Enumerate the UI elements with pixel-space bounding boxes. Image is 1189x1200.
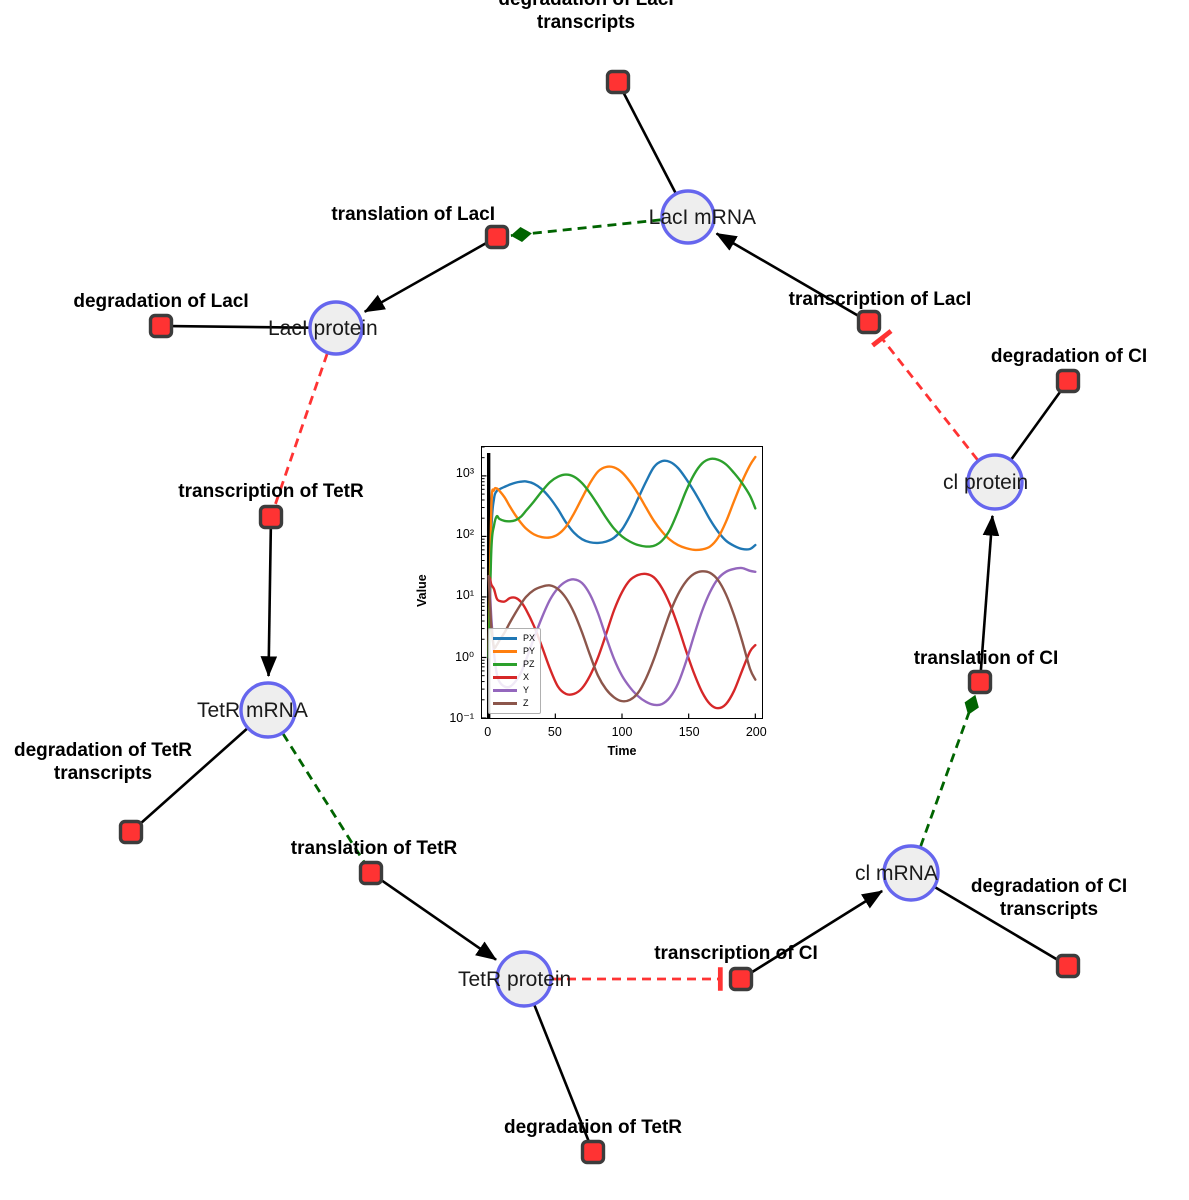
chart-tick-marks <box>482 447 756 718</box>
chart-y-tick-label: 10² <box>455 527 474 542</box>
species-label-cl_mrna: cl mRNA <box>855 862 938 885</box>
reaction-node-transl_laci[interactable] <box>484 224 510 250</box>
chart-plot-area: PX PY PZ X Y Z <box>481 446 763 719</box>
reaction-label-deg_cl: degradation of CI <box>991 346 1147 367</box>
species-node-cl_prot[interactable] <box>966 453 1024 511</box>
label-layer: LacI mRNA LacI protein TetR mRNA TetR prote… <box>14 0 1147 1138</box>
legend-label-X: X <box>523 672 530 682</box>
reaction-label-transl_cl: translation of CI <box>914 648 1059 669</box>
edge-e18 <box>533 1004 591 1145</box>
species-node-laci_mrna[interactable] <box>660 189 716 245</box>
legend-label-Y: Y <box>523 685 530 695</box>
reaction-node-deg_cl[interactable] <box>1055 368 1081 394</box>
edge-e3 <box>363 240 490 313</box>
timecourse-plot-inset: Value PX PY PZ X Y Z 10⁻¹ 10⁰ 10¹ 10² 10³ 0 50 100 1… <box>400 420 790 780</box>
chart-x-tick-label: 50 <box>547 725 562 739</box>
species-label-tetr_mrna: TetR mRNA <box>197 699 308 722</box>
chart-series-PY <box>487 455 757 659</box>
edge-layer <box>136 89 1064 1145</box>
chart-y-tick-label: 10¹ <box>455 588 474 603</box>
species-label-cl_prot: cl protein <box>943 471 1028 494</box>
chart-x-tick-label: 0 <box>484 725 492 739</box>
edge-e6 <box>871 329 979 461</box>
species-node-laci_prot[interactable] <box>308 300 364 356</box>
species-node-tetr_mrna[interactable] <box>239 681 297 739</box>
legend-swatch-Y <box>493 689 517 692</box>
chart-y-tick-label: 10⁻¹ <box>449 711 474 725</box>
edge-e14 <box>747 889 884 976</box>
edge-e17 <box>934 886 1061 963</box>
chart-legend: PX PY PZ X Y Z <box>488 628 542 714</box>
chart-legend-item-PY: PY <box>493 645 535 658</box>
chart-y-tick-label: 10⁰ <box>455 650 474 665</box>
chart-series-PX <box>487 459 757 659</box>
reaction-node-deg_cl_tr[interactable] <box>1055 953 1081 979</box>
edge-e16 <box>979 514 1000 674</box>
reaction-label-deg_laci_tr: degradation of LacItranscripts <box>498 0 673 33</box>
reaction-node-transcr_tetr[interactable] <box>258 504 284 530</box>
reaction-label-transcr_laci: transcription of LacI <box>789 289 972 310</box>
species-node-tetr_prot[interactable] <box>495 950 553 1008</box>
reaction-label-transl_laci: translation of LacI <box>331 204 495 225</box>
chart-legend-item-Z: Z <box>493 697 535 710</box>
edge-e1 <box>620 89 677 194</box>
legend-label-PY: PY <box>523 646 536 656</box>
reaction-label-deg_tetr: degradation of TetR <box>504 1117 682 1138</box>
edge-e10 <box>136 727 248 827</box>
reaction-label-deg_tetr_tr: degradation of TetR transcripts <box>14 740 192 784</box>
reaction-node-deg_laci[interactable] <box>148 313 174 339</box>
reaction-node-transl_cl[interactable] <box>967 669 993 695</box>
reaction-node-transcr_cl[interactable] <box>728 966 754 992</box>
chart-series-Z <box>487 570 757 703</box>
reaction-label-deg_laci: degradation of LacI <box>73 291 248 312</box>
chart-legend-item-PZ: PZ <box>493 658 535 671</box>
species-label-laci_mrna: LacI mRNA <box>649 206 756 229</box>
chart-legend-item-X: X <box>493 671 535 684</box>
legend-label-Z: Z <box>523 698 529 708</box>
species-label-tetr_prot: TetR protein <box>458 968 571 991</box>
legend-label-PZ: PZ <box>523 659 535 669</box>
species-label-laci_prot: LacI protein <box>268 317 378 340</box>
chart-x-tick-label: 200 <box>745 725 767 739</box>
edge-e11 <box>281 732 368 867</box>
edge-e8 <box>272 353 329 509</box>
legend-swatch-PZ <box>493 663 517 666</box>
node-layer <box>118 69 1081 1165</box>
chart-legend-item-Y: Y <box>493 684 535 697</box>
chart-legend-item-PX: PX <box>493 632 535 645</box>
reaction-label-transcr_cl: transcription of CI <box>654 943 818 964</box>
reaction-label-transcr_tetr: transcription of TetR <box>178 481 364 502</box>
reaction-node-deg_tetr[interactable] <box>580 1139 606 1165</box>
chart-x-tick-label: 100 <box>611 725 633 739</box>
edge-e4 <box>169 324 310 329</box>
reaction-label-transl_tetr: translation of TetR <box>291 838 458 859</box>
reaction-node-transl_tetr[interactable] <box>358 860 384 886</box>
edge-e9 <box>260 525 278 678</box>
chart-x-tick-label: 150 <box>678 725 700 739</box>
chart-y-tick-label: 10³ <box>455 466 474 481</box>
reaction-node-transcr_laci[interactable] <box>856 309 882 335</box>
legend-swatch-PX <box>493 637 517 640</box>
legend-swatch-X <box>493 676 517 679</box>
legend-swatch-Z <box>493 702 517 705</box>
chart-series-X <box>487 572 757 710</box>
reaction-node-deg_laci_tr[interactable] <box>605 69 631 95</box>
edge-e2 <box>510 218 662 242</box>
edge-e12 <box>377 877 497 961</box>
reaction-node-deg_tetr_tr[interactable] <box>118 819 144 845</box>
edge-e15 <box>919 694 979 848</box>
legend-swatch-PY <box>493 650 517 653</box>
chart-x-axis-title: Time <box>607 744 637 758</box>
edge-e7 <box>1010 387 1064 461</box>
reaction-label-deg_cl_tr: degradation of CI transcripts <box>971 876 1127 920</box>
chart-series-PZ <box>487 457 757 659</box>
edge-e5 <box>715 232 862 319</box>
legend-label-PX: PX <box>523 633 536 643</box>
species-node-cl_mrna[interactable] <box>882 844 940 902</box>
